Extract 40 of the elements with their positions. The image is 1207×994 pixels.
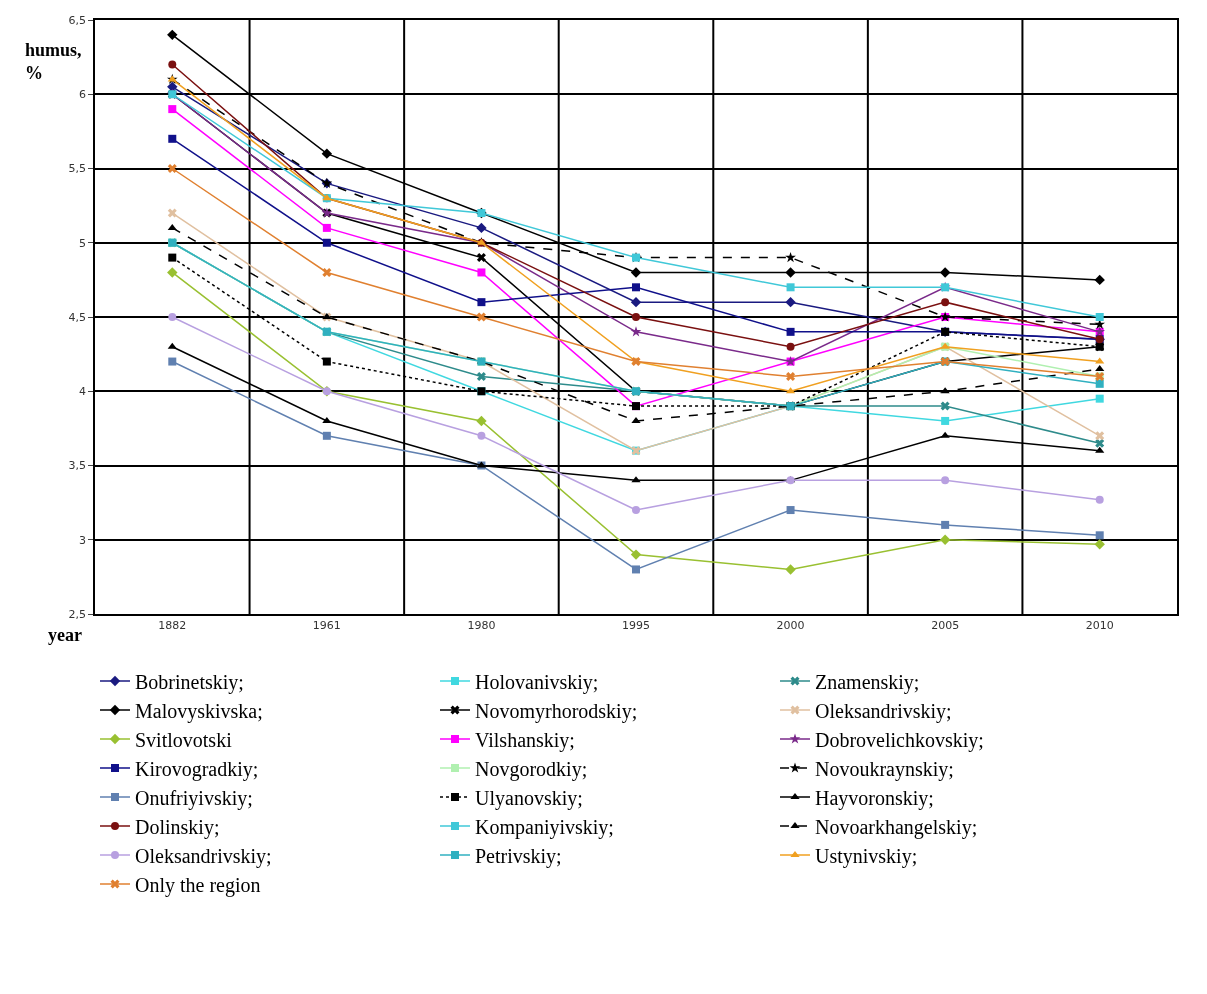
- legend-label: Novoarkhangelskiy;: [815, 815, 978, 839]
- legend-label: Kirovogradkiy;: [135, 757, 259, 781]
- legend-label: Novgorodkiy;: [475, 757, 588, 781]
- legend-label: Novomyrhorodskiy;: [475, 699, 638, 723]
- legend-label: Kompaniyivskiy;: [475, 815, 614, 839]
- x-tick-label: 1980: [467, 618, 496, 632]
- y-tick-label: 6: [79, 88, 87, 102]
- y-tick-label: 4,5: [68, 310, 87, 324]
- legend-label: Petrivskiy;: [475, 844, 562, 868]
- y-tick-label: 5,5: [68, 162, 87, 176]
- x-tick-label: 1995: [622, 618, 650, 632]
- x-tick-label: 2000: [776, 618, 805, 632]
- legend-label: Dolinskiy;: [135, 815, 220, 839]
- legend-label: Holovanivskiy;: [475, 670, 599, 694]
- legend-label: Znamenskiy;: [815, 670, 920, 694]
- legend-label: Oleksandrivskiy;: [815, 699, 952, 723]
- y-tick-label: 3: [79, 533, 87, 547]
- y-axis-title: humus, %: [25, 40, 82, 84]
- legend-label: Ulyanovskiy;: [475, 786, 583, 810]
- x-tick-label: 1961: [312, 618, 341, 632]
- legend-label: Novoukraynskiy;: [815, 757, 954, 781]
- legend-label: Svitlovotski: [135, 728, 233, 751]
- x-tick-label: 1882: [158, 618, 187, 632]
- legend-label: Hayvoronskiy;: [815, 786, 934, 810]
- legend-label: Vilshanskiy;: [475, 728, 575, 752]
- x-axis-title: year: [48, 625, 82, 645]
- legend-label: Bobrinetskiy;: [135, 670, 244, 694]
- y-tick-label: 6,5: [68, 13, 87, 27]
- x-tick-label: 2005: [931, 618, 960, 632]
- legend-label: Only the region: [135, 873, 261, 897]
- y-tick-label: 3,5: [68, 459, 87, 473]
- legend-label: Malovyskivska;: [135, 699, 263, 723]
- legend-label: Oleksandrivskiy;: [135, 844, 272, 868]
- legend-label: Onufriyivskiy;: [135, 786, 253, 810]
- y-tick-label: 4: [79, 385, 87, 399]
- legend-label: Dobrovelichkovskiy;: [815, 728, 984, 752]
- legend-label: Ustynivskiy;: [815, 844, 918, 868]
- x-tick-label: 2010: [1085, 618, 1114, 632]
- y-tick-label: 2,5: [68, 607, 87, 621]
- y-tick-label: 5: [79, 236, 87, 250]
